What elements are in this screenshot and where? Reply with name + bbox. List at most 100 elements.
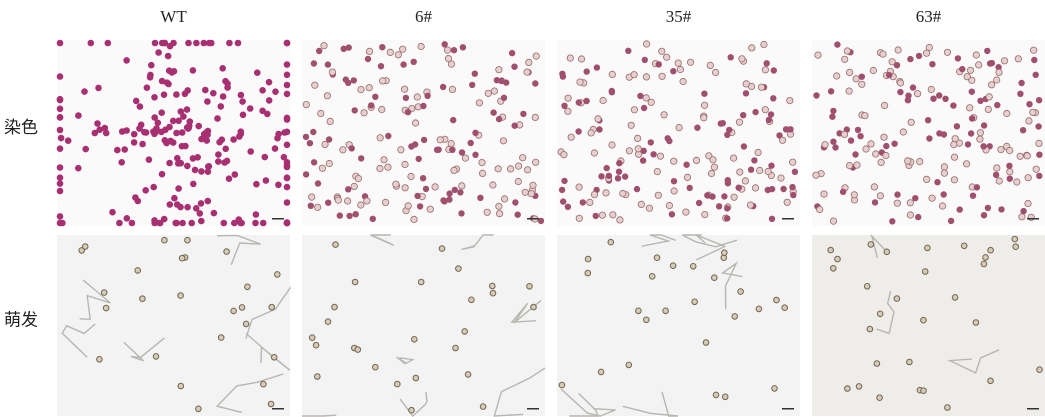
pollen-grain	[57, 40, 64, 47]
pollen-grain	[206, 40, 213, 47]
pollen-grain	[337, 212, 343, 218]
pollen-grain	[671, 158, 677, 164]
pollen-grain	[413, 375, 419, 381]
pollen-grain	[626, 148, 632, 154]
pollen-grain	[774, 297, 780, 303]
pollen-grain	[643, 74, 649, 80]
pollen-grain	[617, 217, 623, 223]
pollen-grain	[883, 143, 889, 149]
pollen-grain	[490, 182, 496, 188]
pollen-grain	[226, 40, 233, 47]
pollen-grain	[178, 108, 185, 115]
pollen-grain	[82, 244, 88, 250]
pollen-grain	[854, 162, 860, 168]
pollen-grain	[261, 381, 267, 387]
pollen-grain	[664, 54, 670, 60]
pollen-grain	[162, 237, 168, 243]
pollen-grain	[57, 180, 64, 187]
pollen-grain	[193, 40, 200, 47]
pollen-grain	[636, 308, 642, 314]
pollen-grain	[215, 151, 222, 158]
pollen-grain	[432, 184, 438, 190]
pollen-grain	[202, 87, 209, 94]
pollen-grain	[659, 73, 665, 79]
pollen-grain	[841, 131, 847, 137]
pollen-grain	[275, 182, 282, 189]
pollen-grain	[490, 290, 496, 296]
pollen-grain	[881, 134, 887, 140]
pollen-grain	[218, 335, 224, 341]
pollen-grain	[693, 157, 699, 163]
pollen-grain	[736, 119, 742, 125]
pollen-grain	[459, 183, 465, 189]
pollen-grain	[942, 96, 948, 102]
pollen-grain	[721, 193, 727, 199]
pollen-grain	[845, 386, 851, 392]
pollen-grain	[817, 206, 823, 212]
pollen-grain	[412, 337, 418, 343]
pollen-grain	[245, 284, 251, 290]
pollen-grain	[533, 159, 539, 165]
pollen-grain	[238, 92, 245, 99]
pollen-grain	[507, 166, 513, 172]
pollen-grain	[477, 195, 483, 201]
pollen-grain	[622, 173, 628, 179]
pollen-grain	[196, 406, 202, 412]
pollen-grain	[139, 141, 146, 148]
pollen-grain	[444, 47, 450, 53]
pollen-grain	[779, 137, 785, 143]
pollen-grain	[894, 296, 900, 302]
pollen-grain	[1024, 153, 1030, 159]
pollen-grain	[131, 139, 138, 146]
pollen-grain	[985, 106, 991, 112]
pollen-grain	[340, 147, 346, 153]
pollen-grain	[998, 206, 1004, 212]
pollen-grain	[193, 205, 200, 212]
pollen-grain	[1036, 97, 1042, 103]
pollen-grain	[907, 359, 913, 365]
pollen-grain	[868, 141, 874, 147]
pollen-grain	[103, 305, 109, 311]
pollen-grain	[852, 151, 858, 157]
pollen-grain	[889, 218, 895, 224]
pollen-grain	[561, 103, 567, 109]
pollen-grain	[576, 215, 582, 221]
scale-bar	[527, 218, 539, 220]
pollen-grain	[512, 123, 518, 129]
pollen-grain	[509, 50, 515, 56]
pollen-grain	[565, 204, 571, 210]
pollen-grain	[269, 304, 275, 310]
scale-bar	[1027, 218, 1039, 220]
pollen-grain	[859, 81, 865, 87]
pollen-grain	[198, 218, 205, 225]
pollen-grain	[1007, 176, 1013, 182]
pollen-grain	[175, 118, 182, 125]
pollen-grain	[501, 95, 507, 101]
pollen-grain	[959, 66, 965, 72]
pollen-grain	[351, 183, 357, 189]
pollen-grain	[247, 148, 254, 155]
pollen-grain	[835, 256, 841, 262]
pollen-grain	[895, 47, 901, 53]
pollen-grain	[451, 167, 457, 173]
pollen-grain	[984, 48, 990, 54]
pollen-grain	[408, 173, 414, 179]
pollen-grain	[239, 98, 246, 105]
pollen-grain	[500, 138, 506, 144]
pollen-grain	[314, 204, 320, 210]
pollen-grain	[813, 92, 819, 98]
pollen-grain	[216, 139, 223, 146]
pollen-grain	[606, 173, 612, 179]
pollen-grain	[749, 45, 755, 51]
pollen-grain	[231, 308, 237, 314]
pollen-grain	[264, 111, 271, 118]
pollen-grain	[1017, 91, 1023, 97]
pollen-grain	[311, 60, 317, 66]
pollen-grain	[166, 160, 173, 167]
pollen-grain	[329, 69, 335, 75]
pollen-grain	[994, 165, 1000, 171]
pollen-grain	[864, 284, 870, 290]
pollen-grain	[309, 194, 315, 200]
pollen-grain	[167, 138, 174, 145]
pollen-grain	[604, 165, 610, 171]
